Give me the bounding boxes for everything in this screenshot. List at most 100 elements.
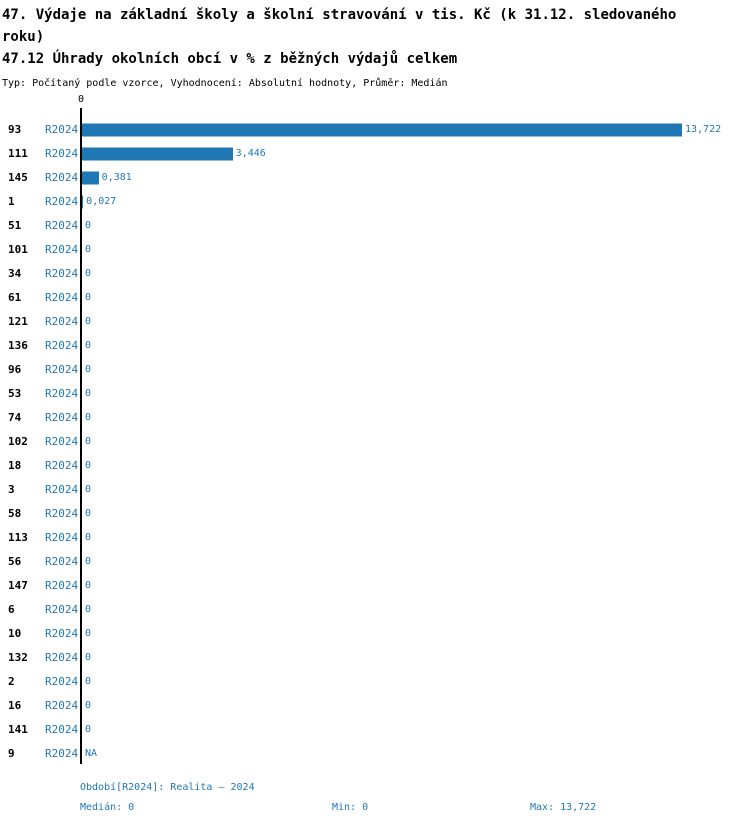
chart-row: 136 R2024 0	[0, 334, 750, 358]
row-period-label: R2024	[45, 699, 79, 712]
chart-row: 6 R2024 0	[0, 598, 750, 622]
bar-value-label: 0	[85, 532, 92, 543]
bar-chart: 0 93 R2024 13,722 111 R2024 3,446 145 R2024 0,38…	[0, 94, 750, 766]
chart-row: 10 R2024 0	[0, 622, 750, 646]
row-period-label: R2024	[45, 459, 79, 472]
bar-value-label: 0	[85, 604, 92, 615]
chart-row: 132 R2024 0	[0, 646, 750, 670]
row-period-label: R2024	[45, 723, 79, 736]
row-period-label: R2024	[45, 171, 79, 184]
row-id-label: 121	[8, 315, 28, 328]
chart-row: 145 R2024 0,381	[0, 166, 750, 190]
row-period-label: R2024	[45, 603, 79, 616]
chart-row: 61 R2024 0	[0, 286, 750, 310]
chart-row: 53 R2024 0	[0, 382, 750, 406]
footer-median-label: Medián: 0	[80, 802, 135, 813]
bar-value-label: 0	[85, 484, 92, 495]
row-id-label: 147	[8, 579, 28, 592]
chart-header: 47. Výdaje na základní školy a školní st…	[0, 0, 750, 91]
row-id-label: 102	[8, 435, 28, 448]
chart-row: 51 R2024 0	[0, 214, 750, 238]
row-id-label: 101	[8, 243, 28, 256]
row-id-label: 9	[8, 747, 15, 760]
chart-row: 141 R2024 0	[0, 718, 750, 742]
bar-value-label: NA	[85, 748, 98, 759]
row-period-label: R2024	[45, 747, 79, 760]
footer-period-label: Období[R2024]: Realita – 2024	[80, 782, 255, 793]
footer-min-label: Min: 0	[332, 802, 369, 813]
chart-row: 3 R2024 0	[0, 478, 750, 502]
bar-value-label: 0	[85, 340, 92, 351]
chart-title-line2: 47.12 Úhrady okolních obcí v % z běžných…	[2, 51, 458, 67]
value-bar	[82, 195, 84, 209]
bar-value-label: 0	[85, 652, 92, 663]
chart-meta: Typ: Počítaný podle vzorce, Vyhodnocení:…	[2, 78, 448, 89]
chart-row: 101 R2024 0	[0, 238, 750, 262]
row-period-label: R2024	[45, 291, 79, 304]
axis-zero-label: 0	[77, 94, 85, 105]
row-id-label: 56	[8, 555, 22, 568]
row-id-label: 18	[8, 459, 22, 472]
chart-row: 58 R2024 0	[0, 502, 750, 526]
value-bar	[82, 123, 682, 137]
chart-row: 1 R2024 0,027	[0, 190, 750, 214]
value-bar	[82, 147, 233, 161]
row-id-label: 61	[8, 291, 22, 304]
bar-value-label: 0	[85, 436, 92, 447]
bar-value-label: 0	[85, 244, 92, 255]
row-id-label: 111	[8, 147, 28, 160]
row-period-label: R2024	[45, 267, 79, 280]
footer-max-label: Max: 13,722	[530, 802, 597, 813]
bar-value-label: 0	[85, 388, 92, 399]
row-period-label: R2024	[45, 315, 79, 328]
chart-row: 111 R2024 3,446	[0, 142, 750, 166]
bar-value-label: 0	[85, 460, 92, 471]
y-axis-line	[80, 108, 82, 764]
row-period-label: R2024	[45, 243, 79, 256]
row-period-label: R2024	[45, 195, 79, 208]
row-period-label: R2024	[45, 675, 79, 688]
row-id-label: 2	[8, 675, 15, 688]
row-id-label: 141	[8, 723, 28, 736]
chart-row: 2 R2024 0	[0, 670, 750, 694]
chart-title-line1: 47. Výdaje na základní školy a školní st…	[2, 7, 677, 45]
row-id-label: 10	[8, 627, 22, 640]
row-id-label: 58	[8, 507, 22, 520]
chart-row: 93 R2024 13,722	[0, 118, 750, 142]
row-id-label: 53	[8, 387, 22, 400]
bar-value-label: 0	[85, 700, 92, 711]
row-period-label: R2024	[45, 627, 79, 640]
bar-value-label: 0	[85, 292, 92, 303]
row-period-label: R2024	[45, 435, 79, 448]
row-period-label: R2024	[45, 147, 79, 160]
bar-value-label: 0	[85, 628, 92, 639]
row-id-label: 96	[8, 363, 22, 376]
row-id-label: 93	[8, 123, 22, 136]
bar-value-label: 0,027	[86, 196, 117, 207]
row-period-label: R2024	[45, 411, 79, 424]
row-period-label: R2024	[45, 387, 79, 400]
row-id-label: 3	[8, 483, 15, 496]
bar-value-label: 0	[85, 316, 92, 327]
row-period-label: R2024	[45, 531, 79, 544]
bar-value-label: 3,446	[235, 148, 266, 159]
bar-value-label: 0	[85, 580, 92, 591]
chart-row: 121 R2024 0	[0, 310, 750, 334]
row-period-label: R2024	[45, 483, 79, 496]
chart-row: 96 R2024 0	[0, 358, 750, 382]
bar-value-label: 0	[85, 556, 92, 567]
row-period-label: R2024	[45, 339, 79, 352]
chart-row: 74 R2024 0	[0, 406, 750, 430]
chart-row: 147 R2024 0	[0, 574, 750, 598]
row-id-label: 1	[8, 195, 15, 208]
bar-value-label: 0	[85, 676, 92, 687]
row-id-label: 6	[8, 603, 15, 616]
row-period-label: R2024	[45, 651, 79, 664]
chart-row: 102 R2024 0	[0, 430, 750, 454]
row-id-label: 74	[8, 411, 22, 424]
row-id-label: 51	[8, 219, 22, 232]
row-period-label: R2024	[45, 555, 79, 568]
bar-value-label: 13,722	[685, 124, 722, 135]
row-id-label: 34	[8, 267, 22, 280]
